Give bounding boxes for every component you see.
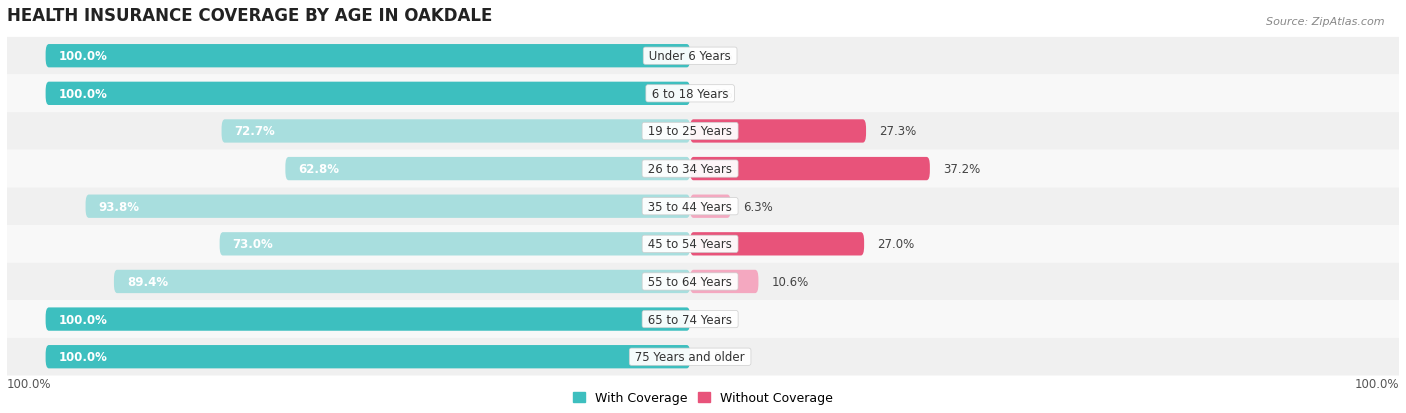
Text: 37.2%: 37.2% xyxy=(943,163,980,176)
FancyBboxPatch shape xyxy=(45,345,690,368)
Text: 19 to 25 Years: 19 to 25 Years xyxy=(644,125,735,138)
FancyBboxPatch shape xyxy=(285,157,690,181)
Text: 72.7%: 72.7% xyxy=(235,125,276,138)
Text: 65 to 74 Years: 65 to 74 Years xyxy=(644,313,735,326)
Text: 100.0%: 100.0% xyxy=(1354,377,1399,390)
FancyBboxPatch shape xyxy=(86,195,690,218)
FancyBboxPatch shape xyxy=(222,120,690,143)
Text: 55 to 64 Years: 55 to 64 Years xyxy=(644,275,735,288)
Text: 0.0%: 0.0% xyxy=(703,313,733,326)
Text: 10.6%: 10.6% xyxy=(772,275,808,288)
FancyBboxPatch shape xyxy=(0,113,1406,150)
Text: 100.0%: 100.0% xyxy=(59,50,107,63)
Text: 26 to 34 Years: 26 to 34 Years xyxy=(644,163,735,176)
Text: 100.0%: 100.0% xyxy=(59,350,107,363)
FancyBboxPatch shape xyxy=(690,270,758,293)
Text: 35 to 44 Years: 35 to 44 Years xyxy=(644,200,735,213)
Text: 100.0%: 100.0% xyxy=(59,88,107,101)
FancyBboxPatch shape xyxy=(690,157,929,181)
FancyBboxPatch shape xyxy=(45,308,690,331)
FancyBboxPatch shape xyxy=(114,270,690,293)
FancyBboxPatch shape xyxy=(690,195,731,218)
Text: Under 6 Years: Under 6 Years xyxy=(645,50,735,63)
FancyBboxPatch shape xyxy=(219,233,690,256)
FancyBboxPatch shape xyxy=(0,150,1406,188)
Text: 73.0%: 73.0% xyxy=(232,238,273,251)
FancyBboxPatch shape xyxy=(45,45,690,68)
FancyBboxPatch shape xyxy=(0,38,1406,75)
FancyBboxPatch shape xyxy=(45,83,690,106)
Text: 6 to 18 Years: 6 to 18 Years xyxy=(648,88,733,101)
FancyBboxPatch shape xyxy=(690,233,865,256)
Text: 27.3%: 27.3% xyxy=(879,125,917,138)
FancyBboxPatch shape xyxy=(0,188,1406,225)
FancyBboxPatch shape xyxy=(0,263,1406,301)
FancyBboxPatch shape xyxy=(0,338,1406,375)
FancyBboxPatch shape xyxy=(0,75,1406,113)
FancyBboxPatch shape xyxy=(0,301,1406,338)
Text: Source: ZipAtlas.com: Source: ZipAtlas.com xyxy=(1267,17,1385,26)
Text: 0.0%: 0.0% xyxy=(703,350,733,363)
Legend: With Coverage, Without Coverage: With Coverage, Without Coverage xyxy=(568,387,838,409)
Text: 27.0%: 27.0% xyxy=(877,238,914,251)
Text: HEALTH INSURANCE COVERAGE BY AGE IN OAKDALE: HEALTH INSURANCE COVERAGE BY AGE IN OAKD… xyxy=(7,7,492,25)
Text: 6.3%: 6.3% xyxy=(744,200,773,213)
Text: 62.8%: 62.8% xyxy=(298,163,339,176)
FancyBboxPatch shape xyxy=(0,225,1406,263)
Text: 0.0%: 0.0% xyxy=(703,50,733,63)
Text: 100.0%: 100.0% xyxy=(7,377,52,390)
Text: 100.0%: 100.0% xyxy=(59,313,107,326)
Text: 45 to 54 Years: 45 to 54 Years xyxy=(644,238,735,251)
Text: 89.4%: 89.4% xyxy=(127,275,167,288)
Text: 75 Years and older: 75 Years and older xyxy=(631,350,749,363)
Text: 0.0%: 0.0% xyxy=(703,88,733,101)
FancyBboxPatch shape xyxy=(690,120,866,143)
Text: 93.8%: 93.8% xyxy=(98,200,139,213)
